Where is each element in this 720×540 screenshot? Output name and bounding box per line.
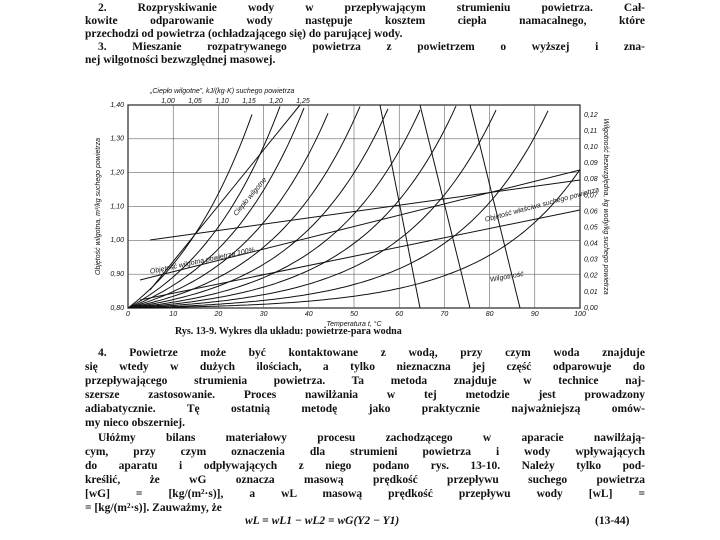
text-line: Ułóżmy bilans materiałowy procesu zachod… <box>98 432 645 444</box>
top-tick-label: 1,25 <box>296 98 310 105</box>
right-tick-label: 0,10 <box>584 144 598 151</box>
text-line: do aparatu i odpływających z niego podan… <box>85 460 645 472</box>
text-line: przechodzi od powietrza (ochładzającego … <box>85 28 403 40</box>
x-tick-label: 70 <box>441 311 449 318</box>
x-tick-label: 100 <box>574 311 586 318</box>
x-tick-label: 30 <box>260 311 268 318</box>
text-line: przepływającego strumienia powietrza. Ta… <box>85 375 645 387</box>
equation-number: (13-44) <box>595 515 630 527</box>
x-tick-label: 60 <box>395 311 403 318</box>
x-tick-label: 20 <box>214 311 223 318</box>
equation: wL = wL1 − wL2 = wG(Y2 − Y1) <box>245 515 400 527</box>
humidity-curve <box>127 106 361 309</box>
right-tick-label: 0,08 <box>584 176 598 183</box>
left-tick-label: 1,40 <box>110 102 124 109</box>
chart-line <box>139 169 581 281</box>
right-tick-label: 0,01 <box>584 289 598 296</box>
x-tick-label: 90 <box>531 311 539 318</box>
right-axis-label: Wilgotność bezwzględna, kg wody/kg suche… <box>602 118 609 294</box>
left-tick-label: 0,80 <box>110 305 124 312</box>
x-tick-label: 0 <box>126 311 130 318</box>
x-tick-label: 80 <box>486 311 494 318</box>
bottom-axis-label: Temperatura t, °C <box>326 320 382 328</box>
humidity-curve <box>127 107 305 309</box>
text-line: cym, przy czym oznaczenia dla strumieni … <box>85 446 645 458</box>
figure-caption: Rys. 13-9. Wykres dla układu: powietrze-… <box>175 326 402 337</box>
chart-line <box>419 104 471 309</box>
left-tick-label: 1,30 <box>110 136 124 143</box>
humidity-curve <box>127 114 253 309</box>
text-line: my nieco obszerniej. <box>85 417 185 429</box>
x-tick-label: 10 <box>169 311 177 318</box>
left-tick-label: 0,90 <box>110 271 124 278</box>
right-tick-label: 0,00 <box>584 305 598 312</box>
right-tick-label: 0,12 <box>584 112 598 119</box>
text-line: 2. Rozpryskiwanie wody w przepływającym … <box>98 2 645 14</box>
top-tick-label: 1,20 <box>269 98 283 105</box>
left-tick-label: 1,10 <box>110 203 124 210</box>
top-tick-label: 1,05 <box>188 98 202 105</box>
top-tick-label: 1,15 <box>242 98 256 105</box>
right-tick-label: 0,11 <box>584 128 597 135</box>
text-line: adiabatycznie. Tę ostatnią metodę jako p… <box>85 403 645 415</box>
humidity-curve <box>127 108 389 309</box>
text-line: 3. Mieszanie rozpatrywanego powietrza z … <box>98 41 645 53</box>
top-axis-label: „Ciepło wilgotne”, kJ/(kg·K) suchego pow… <box>149 88 294 95</box>
humidity-curve <box>127 106 281 309</box>
right-tick-label: 0,06 <box>584 208 598 215</box>
chart-line <box>469 104 521 309</box>
text-line: [wG] = [kg/(m²·s)], a wL masową prędkość… <box>85 488 645 500</box>
x-tick-label: 40 <box>305 311 313 318</box>
top-tick-label: 1,00 <box>161 98 175 105</box>
left-axis-label: Objętość wilgotna, m³/kg suchego powietr… <box>95 138 102 275</box>
text-line: 4. Powietrze może być kontaktowane z wod… <box>98 347 645 359</box>
left-tick-label: 1,00 <box>110 237 124 244</box>
humidity-curve <box>127 110 549 309</box>
text-line: szersze zastosowanie. Proces nawilżania … <box>85 389 645 401</box>
right-tick-label: 0,09 <box>584 160 598 167</box>
right-tick-label: 0,03 <box>584 257 598 264</box>
right-tick-label: 0,05 <box>584 224 598 231</box>
chart-line <box>139 209 581 301</box>
left-tick-label: 1,20 <box>110 170 124 177</box>
humidity-curve <box>127 113 329 309</box>
text-line: = [kg/(m²·s)]. Zauważmy, że <box>85 502 222 514</box>
right-tick-label: 0,04 <box>584 241 598 248</box>
right-tick-label: 0,07 <box>584 192 599 199</box>
text-line: kreślić, że wG oznacza masową prędkość p… <box>85 474 645 486</box>
top-tick-label: 1,10 <box>215 98 229 105</box>
text-line: się wtedy w dużych ilościach, a tylko ni… <box>85 361 645 373</box>
annotation: Wilgotność <box>489 271 524 284</box>
text-line: kowite odparowanie wody następuje koszte… <box>85 15 645 27</box>
chart-line <box>149 104 301 291</box>
annotation: Objętość wilgotna powietrza 100% <box>149 247 255 276</box>
chart-line <box>379 104 421 309</box>
chart-line <box>149 179 581 241</box>
x-tick-label: 50 <box>350 311 358 318</box>
humidity-curve <box>127 105 457 309</box>
right-tick-label: 0,02 <box>584 273 598 280</box>
text-line: nej wilgotności bezwzględnej masowej. <box>85 54 276 66</box>
